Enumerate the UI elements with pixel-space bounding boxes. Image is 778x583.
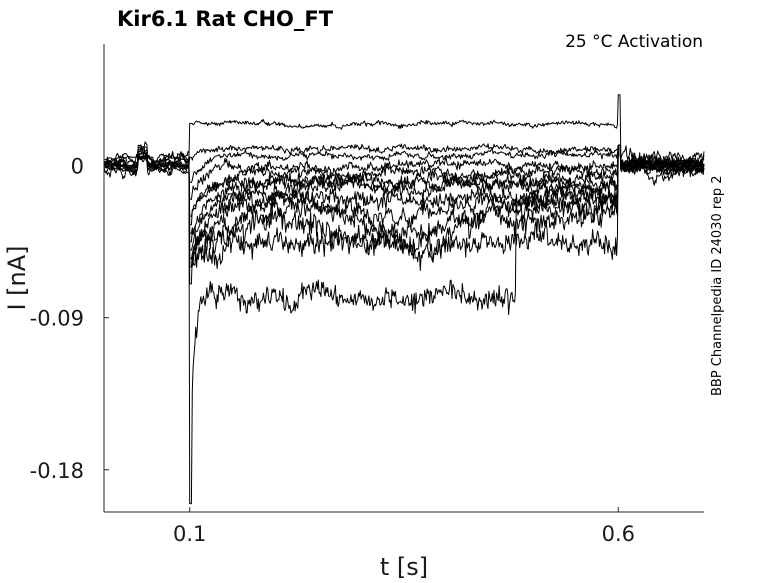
current-trace (103, 141, 705, 505)
current-trace (103, 144, 705, 226)
y-ticks-group: 0 -0.09 -0.18 (30, 155, 109, 483)
x-axis-label: t [s] (380, 553, 428, 581)
current-trace (103, 94, 705, 168)
current-trace (103, 143, 705, 174)
y-tick-label: -0.09 (30, 307, 84, 331)
side-label: BBP Channelpedia ID 24030 rep 2 (710, 175, 725, 396)
current-trace (103, 144, 705, 260)
current-trace (103, 144, 705, 183)
current-trace (103, 144, 705, 270)
y-axis-label: I [nA] (3, 245, 31, 310)
current-trace (103, 144, 705, 268)
traces-group (103, 94, 705, 505)
chart-title: Kir6.1 Rat CHO_FT (117, 7, 334, 31)
x-tick-label: 0.1 (173, 522, 206, 546)
y-tick-label: -0.18 (30, 459, 84, 483)
x-tick-label: 0.6 (602, 522, 635, 546)
current-trace (103, 144, 705, 243)
chart-annotation: 25 °C Activation (565, 32, 703, 52)
current-trace (103, 144, 705, 200)
x-ticks-group: 0.1 0.6 (173, 507, 635, 546)
y-tick-label: 0 (71, 155, 84, 179)
